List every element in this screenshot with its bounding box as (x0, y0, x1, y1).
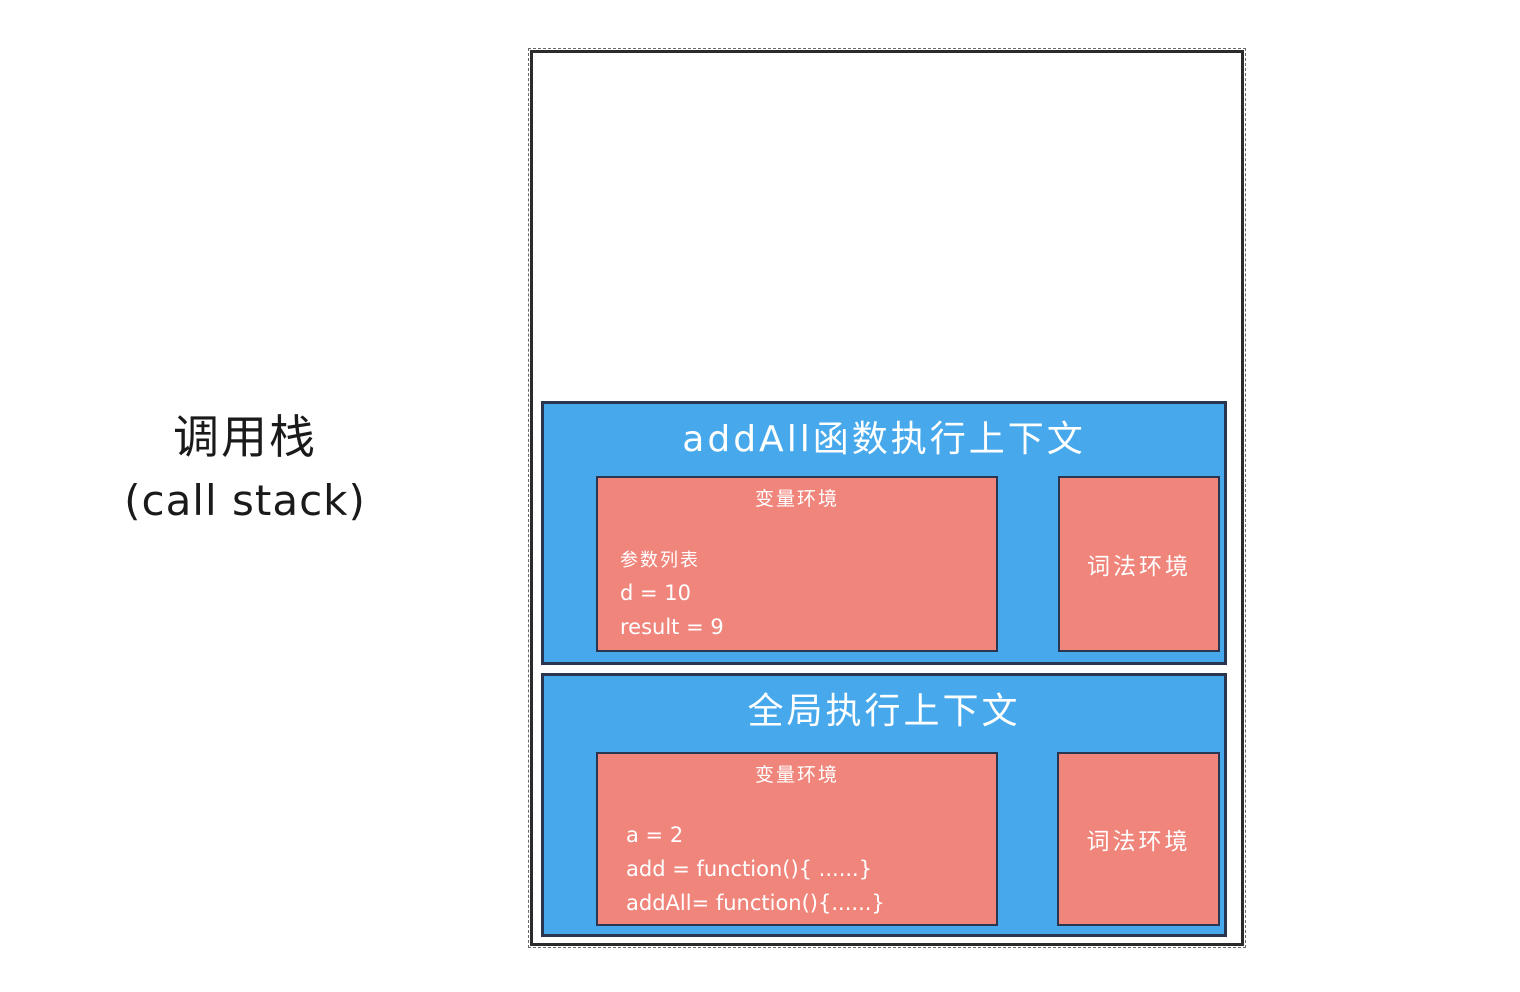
variable-environment-title: 变量环境 (754, 488, 839, 510)
context-title: 全局执行上下文 (747, 691, 1021, 732)
variable-environment-lines: a = 2 add = function(){ ......} addAll= … (626, 818, 986, 920)
variable-line: 参数列表 (620, 550, 700, 571)
call-stack-subtitle: (call stack) (124, 476, 366, 525)
variable-environment-title: 变量环境 (754, 764, 839, 786)
context-title: addAll函数执行上下文 (682, 419, 1086, 460)
call-stack-label: 调用栈 (call stack) (100, 405, 390, 533)
variable-line: add = function(){ ......} (626, 857, 873, 881)
variable-line: result = 9 (620, 615, 724, 639)
variable-line: addAll= function(){......} (626, 891, 885, 915)
global-execution-context: 全局执行上下文 变量环境 a = 2 add = function(){ ...… (541, 673, 1227, 937)
lexical-environment-title: 词法环境 (1086, 829, 1191, 855)
lexical-environment: 词法环境 (1057, 752, 1220, 926)
variable-line: d = 10 (620, 581, 691, 605)
addall-execution-context: addAll函数执行上下文 变量环境 参数列表 d = 10 result = … (541, 401, 1227, 665)
variable-environment: 变量环境 参数列表 d = 10 result = 9 (596, 476, 998, 652)
call-stack-box: addAll函数执行上下文 变量环境 参数列表 d = 10 result = … (528, 48, 1246, 948)
call-stack-title: 调用栈 (173, 410, 317, 464)
lexical-environment: 词法环境 (1058, 476, 1220, 652)
variable-line: a = 2 (626, 823, 684, 847)
variable-environment-lines: 参数列表 d = 10 result = 9 (620, 546, 986, 644)
variable-environment: 变量环境 a = 2 add = function(){ ......} add… (596, 752, 998, 926)
lexical-environment-title: 词法环境 (1087, 554, 1191, 580)
